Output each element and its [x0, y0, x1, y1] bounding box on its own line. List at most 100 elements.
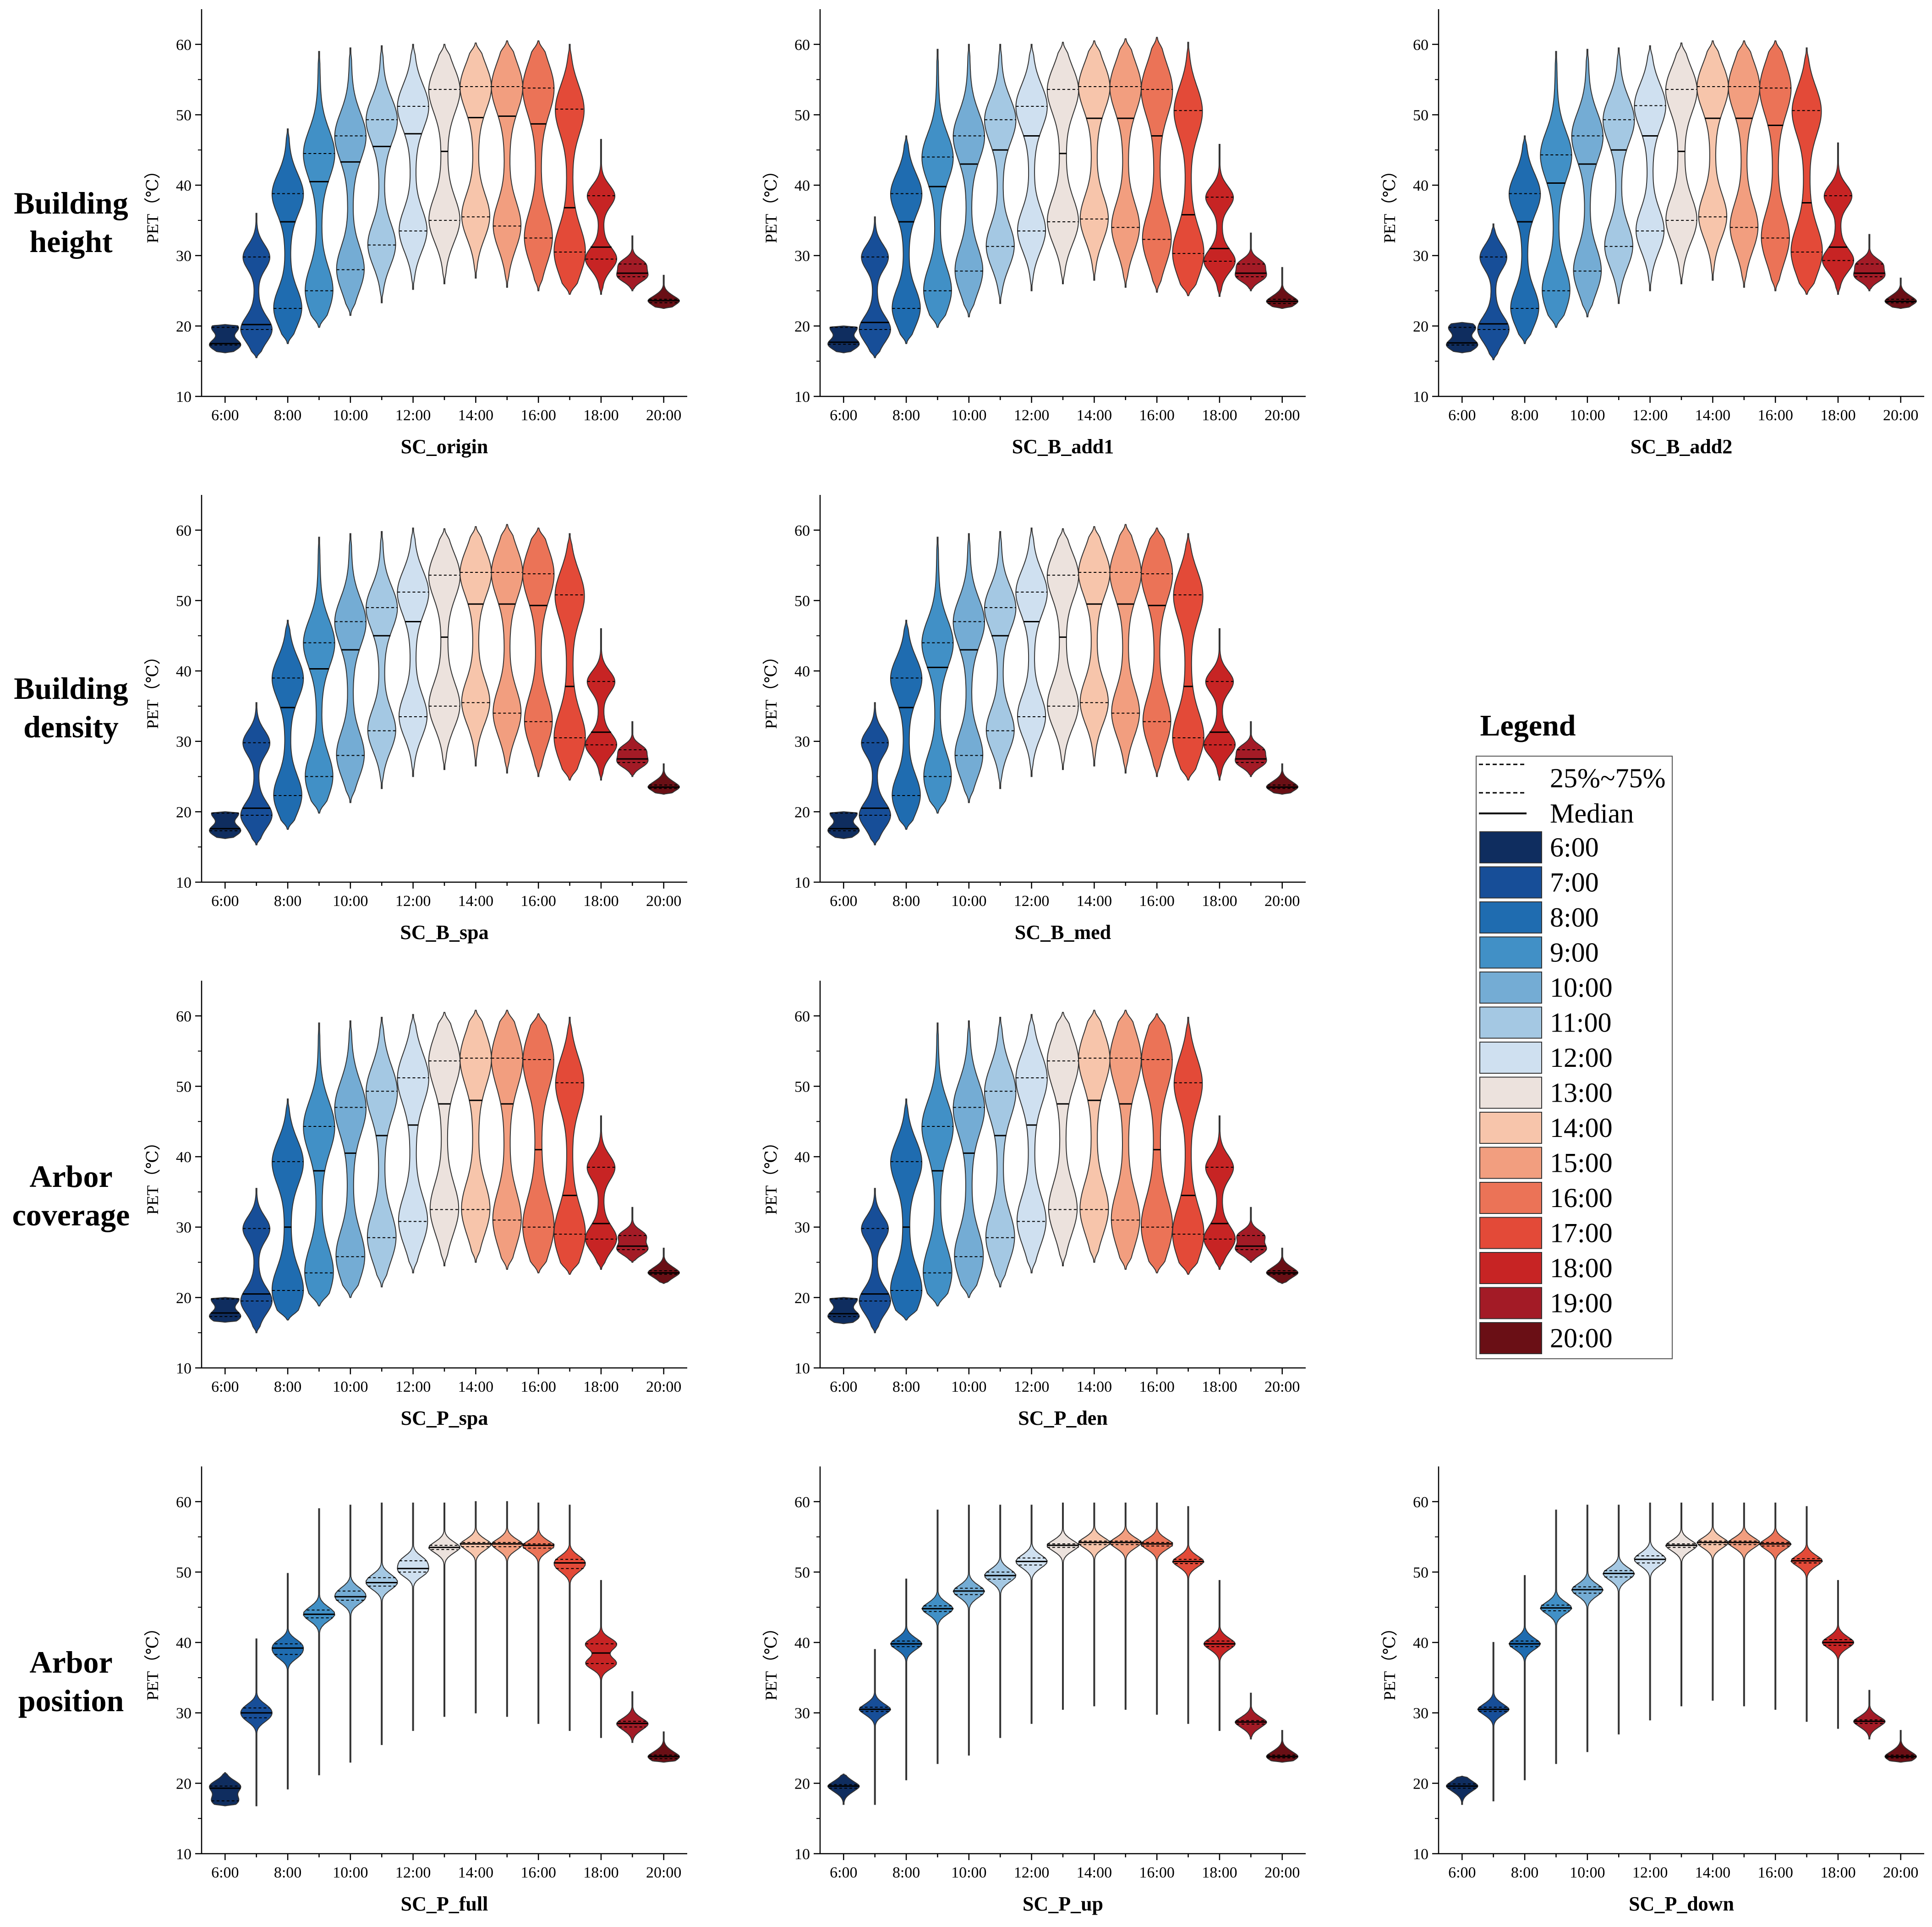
- y-tick-label: 30: [1413, 1705, 1428, 1722]
- x-tick-label: 16:00: [520, 1378, 556, 1395]
- x-tick-label: 10:00: [1570, 407, 1605, 424]
- y-axis-label: PET（℃）: [143, 1134, 162, 1214]
- violin-panels: 10 20 30 40 50 60 6:00 8:00 10:00 12:00 14:00 16:00…: [143, 9, 1924, 1915]
- x-tick-label: 10:00: [1570, 1864, 1605, 1881]
- violin-1700: [1790, 47, 1823, 295]
- x-tick-label: 16:00: [1139, 407, 1174, 424]
- violin-1800: [1203, 1115, 1236, 1270]
- violin-2000: [647, 275, 680, 309]
- x-tick-label: 14:00: [458, 893, 493, 910]
- y-axis-label: PET（℃）: [762, 1620, 780, 1700]
- panel-sc-b-add2: 10 20 30 40 50 60 6:00 8:00 10:00 12:00 14:00 16:00…: [1380, 9, 1924, 458]
- violin-1700: [1172, 1016, 1204, 1275]
- row-labels: Building height Building density Arbor c…: [12, 186, 130, 1718]
- violin-600: [209, 1297, 241, 1323]
- y-tick-label: 50: [794, 1564, 810, 1581]
- violin-1300: [1046, 528, 1079, 770]
- violin-1600: [1140, 527, 1173, 777]
- legend-label-800: 8:00: [1550, 902, 1599, 933]
- y-tick-label: 50: [794, 1078, 810, 1095]
- violin-1600: [522, 40, 555, 291]
- violin-1200: [1015, 1504, 1048, 1724]
- y-tick-label: 60: [794, 1494, 810, 1511]
- legend-title: Legend: [1480, 709, 1576, 742]
- violin-1800: [1822, 1580, 1855, 1729]
- violin-600: [827, 325, 860, 353]
- x-tick-label: 6:00: [1448, 407, 1476, 424]
- violin-1300: [1046, 1502, 1079, 1710]
- legend-swatch-1400: [1479, 1112, 1542, 1144]
- panel-sc-p-full: 10 20 30 40 50 60 6:00 8:00 10:00 12:00 14:00 16:00…: [143, 1466, 687, 1915]
- x-tick-label: 12:00: [395, 1378, 431, 1395]
- violin-1900: [616, 1207, 649, 1263]
- violin-1200: [1634, 45, 1666, 291]
- y-axis-label: PET（℃）: [1380, 162, 1399, 243]
- x-tick-label: 16:00: [520, 1864, 556, 1881]
- x-tick-label: 10:00: [951, 1378, 986, 1395]
- violin-1700: [1790, 1506, 1823, 1722]
- violin-1000: [952, 1504, 985, 1756]
- violin-800: [890, 135, 923, 344]
- y-tick-label: 30: [794, 248, 810, 265]
- legend-swatch-1100: [1479, 1006, 1542, 1039]
- violin-1900: [1235, 1207, 1267, 1263]
- violin-800: [890, 1578, 923, 1780]
- violin-900: [921, 49, 954, 328]
- x-tick-label: 18:00: [583, 1378, 618, 1395]
- violin-900: [303, 51, 335, 328]
- legend-label-1400: 14:00: [1550, 1113, 1613, 1143]
- violin-1300: [1046, 1012, 1079, 1267]
- violin-1000: [952, 533, 985, 803]
- y-tick-label: 50: [176, 107, 192, 124]
- violin-1000: [334, 47, 367, 316]
- x-tick-label: 6:00: [1448, 1864, 1476, 1881]
- violin-1100: [984, 44, 1017, 304]
- y-tick-label: 30: [176, 248, 192, 265]
- violin-1900: [1853, 1690, 1886, 1740]
- violin-1800: [585, 1580, 618, 1738]
- violin-600: [209, 811, 241, 839]
- legend-label-1000: 10:00: [1550, 972, 1613, 1003]
- panel-sc-p-up: 10 20 30 40 50 60 6:00 8:00 10:00 12:00 14:00 16:00…: [762, 1466, 1306, 1915]
- violin-1800: [1203, 628, 1236, 781]
- x-tick-label: 12:00: [395, 407, 431, 424]
- y-tick-label: 20: [176, 318, 192, 335]
- panel-sc-p-down: 10 20 30 40 50 60 6:00 8:00 10:00 12:00 14:00 16:00…: [1380, 1466, 1924, 1915]
- violin-1300: [428, 1012, 461, 1267]
- x-tick-label: 8:00: [274, 407, 301, 424]
- x-tick-label: 10:00: [333, 1378, 368, 1395]
- violin-700: [859, 216, 891, 358]
- violin-900: [1540, 1510, 1572, 1764]
- x-tick-label: 6:00: [211, 893, 239, 910]
- row-label-building-density-line2: density: [23, 709, 119, 744]
- violin-800: [1508, 135, 1541, 344]
- violin-1000: [1571, 49, 1604, 318]
- legend-label-1900: 19:00: [1550, 1288, 1613, 1318]
- violin-800: [271, 1573, 304, 1790]
- violin-2000: [1266, 267, 1298, 309]
- legend-label-1500: 15:00: [1550, 1148, 1613, 1178]
- y-tick-label: 10: [176, 1846, 192, 1863]
- x-tick-label: 18:00: [1202, 893, 1237, 910]
- violin-1300: [428, 1502, 461, 1717]
- violin-1600: [1140, 37, 1173, 293]
- y-tick-label: 10: [794, 389, 810, 406]
- x-tick-label: 20:00: [1883, 407, 1918, 424]
- row-label-building-height-line2: height: [29, 224, 113, 259]
- x-tick-label: 12:00: [1014, 1378, 1049, 1395]
- panel-sc-p-den: 10 20 30 40 50 60 6:00 8:00 10:00 12:00 14:00 16:00…: [762, 981, 1306, 1429]
- violin-1600: [522, 1502, 555, 1724]
- violin-700: [1477, 1642, 1510, 1801]
- x-tick-label: 8:00: [892, 407, 920, 424]
- x-tick-label: 8:00: [892, 893, 920, 910]
- violin-1400: [1078, 1502, 1111, 1707]
- x-tick-label: 18:00: [583, 407, 618, 424]
- x-tick-label: 16:00: [520, 893, 556, 910]
- x-tick-label: 8:00: [1511, 1864, 1538, 1881]
- y-tick-label: 40: [176, 1635, 192, 1652]
- x-tick-label: 14:00: [1077, 893, 1112, 910]
- y-tick-label: 60: [176, 37, 192, 54]
- legend-swatch-2000: [1479, 1322, 1542, 1354]
- violin-1800: [585, 139, 618, 295]
